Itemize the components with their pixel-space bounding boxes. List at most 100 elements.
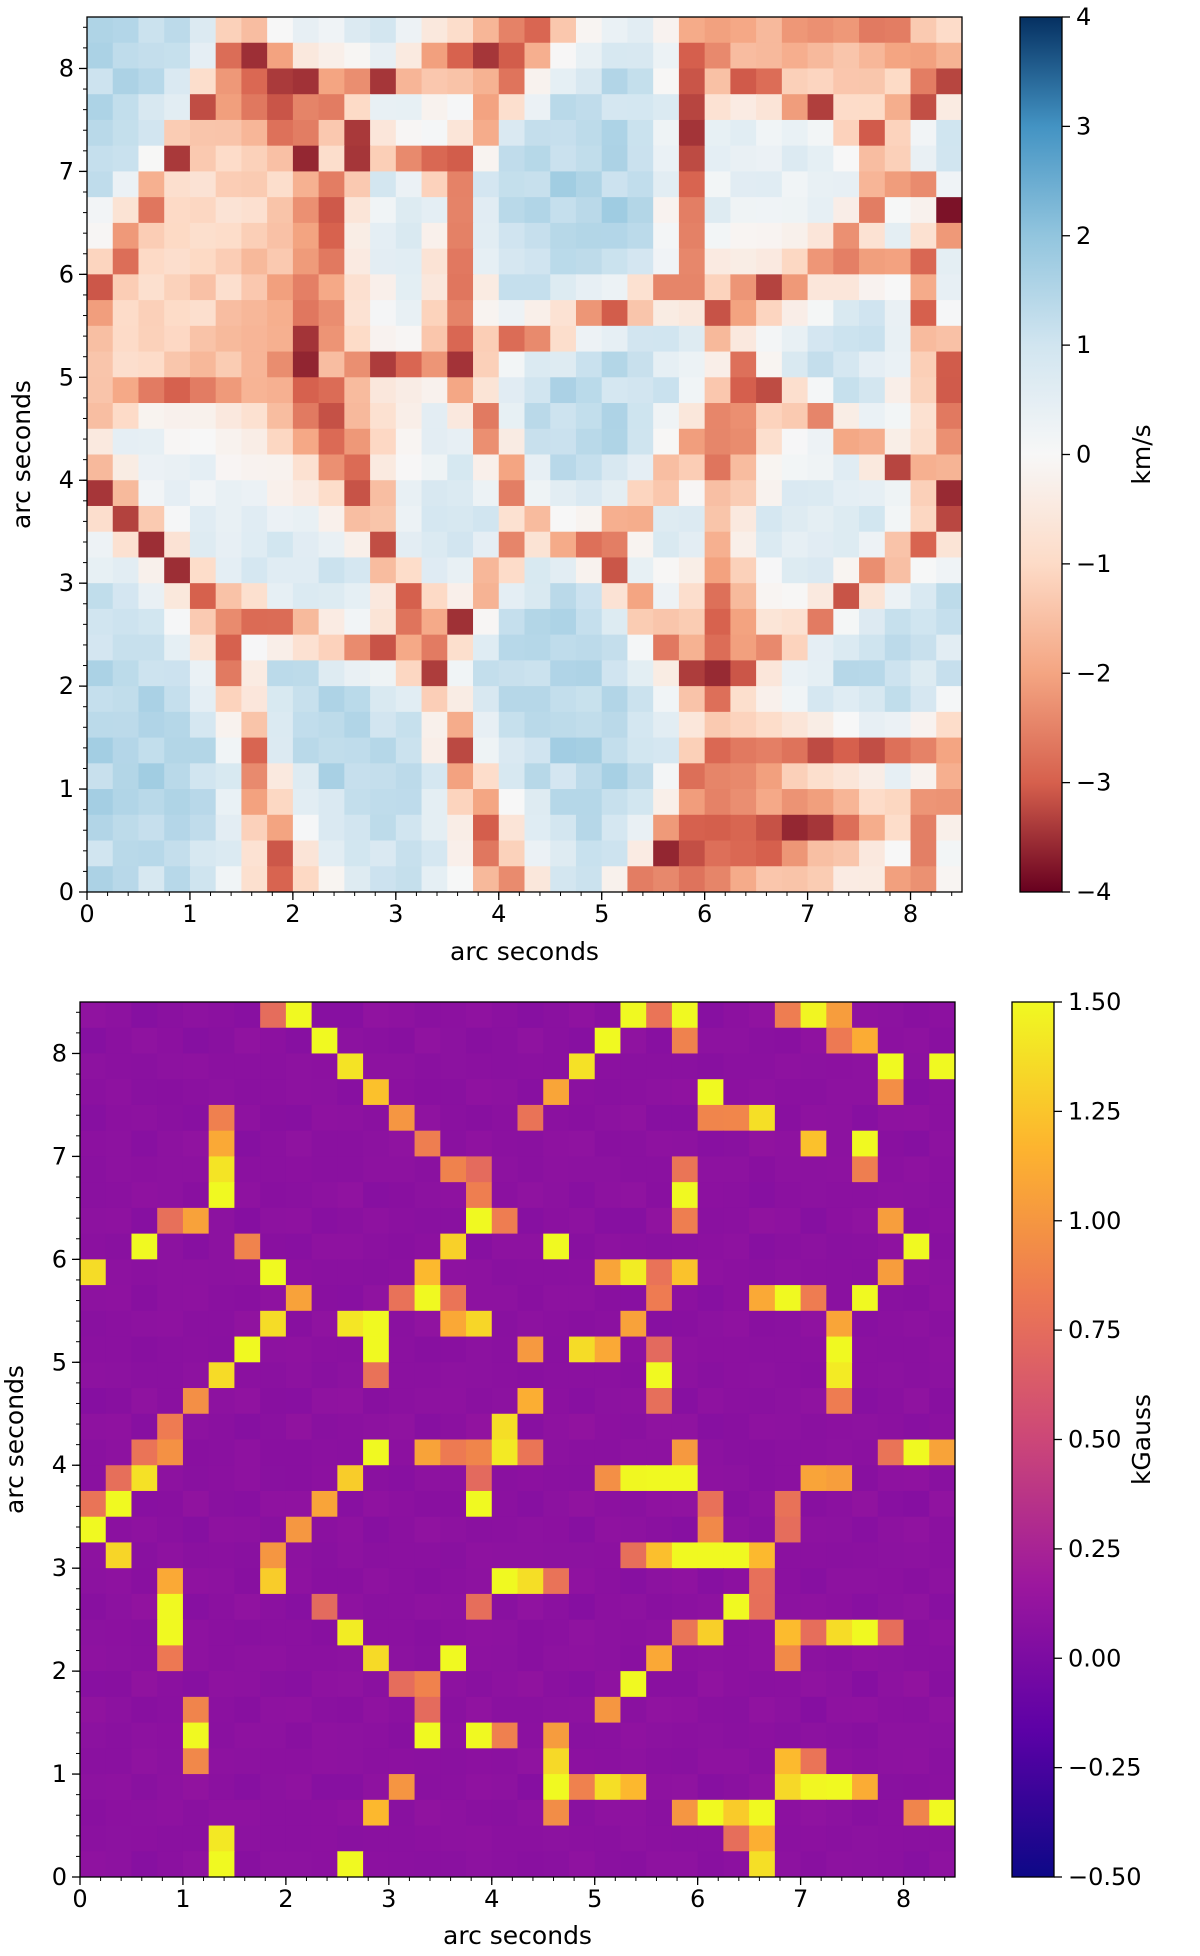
heatmap-cell <box>208 1722 236 1749</box>
heatmap-cell <box>267 583 294 610</box>
heatmap-cell <box>568 1774 596 1801</box>
heatmap-cell <box>704 17 731 44</box>
heatmap-cell <box>344 274 371 301</box>
heatmap-cell <box>884 686 912 713</box>
heatmap-cell <box>157 1516 184 1544</box>
heatmap-cell <box>440 1310 467 1338</box>
heatmap-cell <box>749 1259 776 1286</box>
heatmap-cell <box>414 1645 441 1672</box>
heatmap-cell <box>653 866 680 892</box>
heatmap-cell <box>157 1825 184 1852</box>
heatmap-cell <box>620 1027 647 1055</box>
heatmap-cell <box>807 711 834 739</box>
heatmap-cell <box>627 17 654 44</box>
heatmap-cell <box>234 1002 261 1029</box>
heatmap-cell <box>388 1310 416 1338</box>
heatmap-cell <box>594 1027 622 1055</box>
heatmap-cell <box>189 94 217 121</box>
heatmap-cell <box>87 171 114 198</box>
heatmap-cell <box>903 1696 930 1724</box>
heatmap-cell <box>498 660 526 687</box>
heatmap-cell <box>447 686 474 713</box>
heatmap-cell <box>80 1233 107 1260</box>
heatmap-cell <box>498 711 526 739</box>
heatmap-cell <box>800 1079 827 1106</box>
heatmap-cell <box>447 377 474 404</box>
heatmap-cell <box>370 119 397 147</box>
heatmap-cell <box>157 1413 184 1441</box>
heatmap-cell <box>215 17 243 44</box>
heatmap-cell <box>105 1748 133 1775</box>
heatmap-cell <box>929 1079 955 1106</box>
heatmap-cell <box>620 1336 647 1363</box>
heatmap-cell <box>910 505 937 533</box>
heatmap-cell <box>826 1671 853 1698</box>
heatmap-cell <box>730 505 757 533</box>
heatmap-cell <box>936 274 962 301</box>
heatmap-cell <box>215 325 243 353</box>
heatmap-cell <box>756 480 783 507</box>
heatmap-cell <box>112 866 140 892</box>
heatmap-cell <box>241 583 268 610</box>
heatmap-cell <box>575 480 603 507</box>
heatmap-cell <box>774 1182 802 1209</box>
heatmap-cell <box>781 557 809 584</box>
heatmap-cell <box>473 557 500 584</box>
heatmap-cell <box>447 197 474 224</box>
heatmap-cell <box>678 94 706 121</box>
heatmap-cell <box>800 1027 827 1055</box>
heatmap-cell <box>601 557 629 584</box>
heatmap-cell <box>517 1002 544 1029</box>
heatmap-cell <box>215 608 243 636</box>
heatmap-cell <box>671 1207 699 1235</box>
heatmap-cell <box>749 1671 776 1698</box>
heatmap-cell <box>568 1207 596 1235</box>
heatmap-cell <box>594 1542 622 1569</box>
heatmap-cell <box>678 634 706 661</box>
heatmap-cell <box>344 42 371 70</box>
heatmap-cell <box>517 1748 544 1775</box>
heatmap-cell <box>800 1465 827 1492</box>
heatmap-cell <box>929 1799 955 1827</box>
heatmap-cell <box>491 1130 519 1158</box>
heatmap-cell <box>903 1851 930 1877</box>
heatmap-cell <box>678 789 706 816</box>
heatmap-cell <box>653 686 680 713</box>
heatmap-cell <box>833 94 860 121</box>
heatmap-cell <box>826 1465 853 1492</box>
heatmap-cell <box>138 686 165 713</box>
heatmap-cell <box>164 94 191 121</box>
heatmap-cell <box>414 1233 441 1260</box>
heatmap-cell <box>292 789 320 816</box>
heatmap-cell <box>575 634 603 661</box>
heatmap-cell <box>646 1130 673 1158</box>
heatmap-cell <box>833 325 860 353</box>
heatmap-cell <box>646 1799 673 1827</box>
y-tick-label: 4 <box>59 466 74 494</box>
heatmap-cell <box>859 42 886 70</box>
heatmap-cell <box>517 1465 544 1492</box>
heatmap-cell <box>292 351 320 378</box>
heatmap-cell <box>807 866 834 892</box>
heatmap-cell <box>884 119 912 147</box>
heatmap-cell <box>388 1825 416 1852</box>
heatmap-cell <box>388 1671 416 1698</box>
heatmap-cell <box>859 377 886 404</box>
heatmap-cell <box>466 1388 493 1415</box>
heatmap-cell <box>285 1748 313 1775</box>
heatmap-cell <box>852 1516 879 1544</box>
heatmap-cell <box>260 1748 287 1775</box>
heatmap-cell <box>903 1439 930 1466</box>
heatmap-cell <box>440 1593 467 1621</box>
heatmap-cell <box>936 197 962 224</box>
heatmap-cell <box>344 454 371 481</box>
heatmap-cell <box>859 737 886 764</box>
heatmap-cell <box>524 840 551 867</box>
heatmap-cell <box>859 119 886 147</box>
heatmap-cell <box>730 454 757 481</box>
heatmap-cell <box>80 1362 107 1389</box>
heatmap-cell <box>826 1233 853 1260</box>
heatmap-cell <box>671 1619 699 1646</box>
heatmap-cell <box>833 403 860 430</box>
